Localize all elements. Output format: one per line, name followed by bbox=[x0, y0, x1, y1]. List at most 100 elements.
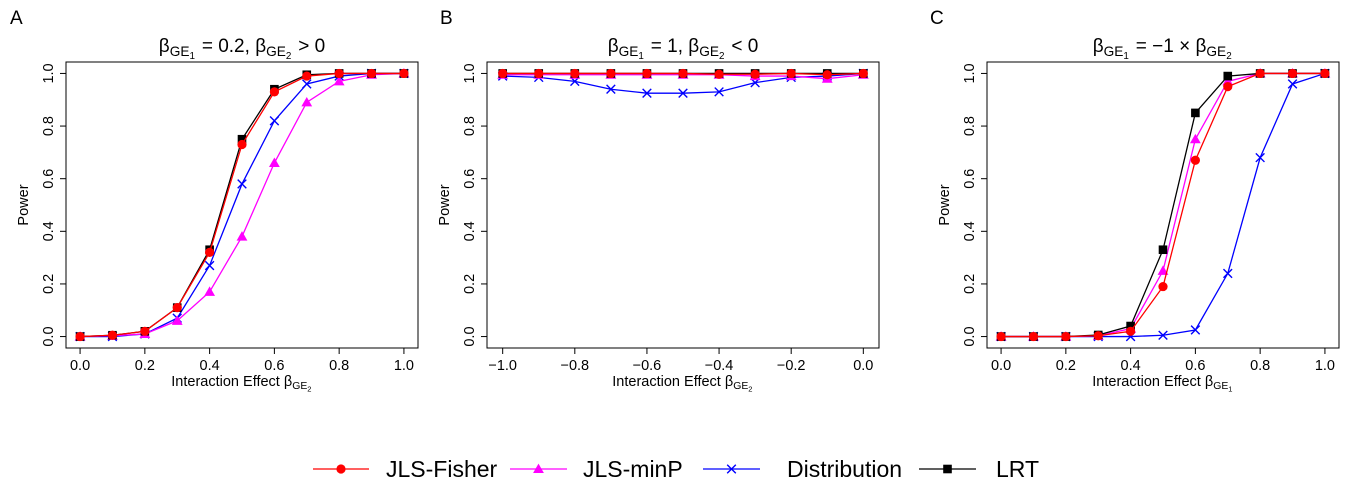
data-point bbox=[237, 134, 247, 144]
data-point bbox=[714, 69, 724, 79]
plot-frame bbox=[486, 61, 880, 349]
data-point bbox=[1190, 325, 1201, 335]
panel-label: C bbox=[930, 8, 944, 29]
data-point bbox=[1158, 281, 1168, 292]
x-tick-label: −1.0 bbox=[488, 358, 517, 374]
y-tick-label: 0.2 bbox=[962, 274, 978, 294]
legend-item-lrt: LRT bbox=[919, 456, 1039, 482]
y-tick-label: 0.4 bbox=[462, 221, 478, 241]
data-point bbox=[1158, 245, 1168, 255]
data-point bbox=[237, 179, 247, 189]
x-tick-label: −0.2 bbox=[777, 358, 806, 374]
data-point bbox=[714, 87, 724, 97]
legend-label: LRT bbox=[996, 456, 1039, 482]
legend-label: JLS-Fisher bbox=[386, 456, 498, 482]
legend-label: JLS-minP bbox=[583, 456, 683, 482]
panel-label: B bbox=[440, 8, 453, 29]
data-point bbox=[236, 231, 248, 241]
data-point bbox=[1223, 71, 1233, 81]
data-point bbox=[996, 331, 1006, 342]
y-tick-label: 0.6 bbox=[41, 169, 57, 189]
data-point bbox=[205, 247, 215, 257]
x-axis-label: Interaction Effect βGE2 bbox=[612, 374, 753, 393]
x-tick-label: −0.6 bbox=[633, 358, 662, 374]
data-point bbox=[1190, 155, 1200, 165]
data-point bbox=[268, 157, 280, 167]
data-point bbox=[107, 330, 118, 340]
y-tick-label: 0.8 bbox=[41, 116, 57, 136]
data-point bbox=[1287, 79, 1298, 89]
series-line bbox=[80, 72, 404, 338]
y-tick-label: 0.4 bbox=[41, 221, 57, 241]
x-tick-label: −0.8 bbox=[560, 358, 589, 374]
series-line bbox=[1001, 72, 1325, 338]
series-line bbox=[1001, 72, 1325, 338]
y-tick-label: 1.0 bbox=[462, 63, 478, 83]
series-distribution bbox=[996, 68, 1330, 342]
legend-label: Distribution bbox=[787, 456, 902, 482]
x-axis-label: Interaction Effect βGE1 bbox=[1092, 374, 1233, 393]
x-tick-label: 0.8 bbox=[1250, 358, 1270, 374]
data-point bbox=[204, 286, 216, 296]
data-point bbox=[75, 331, 85, 342]
data-point bbox=[1126, 321, 1135, 331]
series-jls-minp bbox=[74, 68, 410, 341]
data-point bbox=[301, 79, 312, 89]
data-point bbox=[1320, 68, 1330, 79]
data-point bbox=[786, 68, 796, 79]
data-point bbox=[858, 68, 868, 79]
y-axis-label: Power bbox=[16, 184, 32, 225]
y-tick-label: 0.0 bbox=[41, 326, 57, 346]
y-tick-label: 0.2 bbox=[41, 274, 57, 294]
data-point bbox=[750, 69, 760, 79]
data-point bbox=[1157, 265, 1169, 275]
x-tick-label: 0.0 bbox=[991, 358, 1011, 374]
x-tick-label: 0.4 bbox=[200, 358, 220, 374]
series-distribution bbox=[75, 68, 409, 342]
data-point bbox=[302, 71, 312, 81]
x-tick-label: 0.8 bbox=[329, 358, 349, 374]
series-line bbox=[80, 72, 404, 338]
x-axis-label: Interaction Effect βGE2 bbox=[171, 374, 312, 393]
data-point bbox=[269, 116, 280, 126]
data-point bbox=[399, 68, 409, 79]
data-point bbox=[333, 75, 345, 86]
data-point bbox=[301, 96, 313, 107]
plot-frame bbox=[986, 61, 1340, 349]
data-point bbox=[366, 68, 377, 79]
y-axis-label: Power bbox=[437, 184, 453, 225]
legend-marker bbox=[336, 464, 346, 474]
y-tick-label: 0.4 bbox=[962, 221, 978, 241]
chart-title: βGE1 = −1 × βGE2 bbox=[1093, 36, 1234, 62]
panel-label: A bbox=[10, 8, 23, 29]
series-line bbox=[80, 72, 404, 338]
series-line bbox=[80, 72, 404, 338]
legend-marker bbox=[726, 464, 737, 474]
legend-item-jls-fisher: JLS-Fisher bbox=[313, 456, 498, 482]
data-point bbox=[822, 70, 832, 80]
y-tick-label: 1.0 bbox=[962, 63, 978, 83]
x-tick-label: 1.0 bbox=[1315, 358, 1335, 374]
y-axis-label: Power bbox=[937, 184, 953, 225]
data-point bbox=[334, 68, 344, 79]
series-line bbox=[1001, 72, 1325, 338]
x-tick-label: 0.6 bbox=[264, 358, 284, 374]
data-point bbox=[1255, 68, 1265, 79]
data-point bbox=[678, 88, 688, 98]
series-jls-minp bbox=[995, 68, 1331, 341]
data-point bbox=[642, 68, 652, 79]
y-tick-label: 1.0 bbox=[41, 63, 57, 83]
legend: JLS-Fisher JLS-minP Distribution LRT bbox=[313, 456, 1039, 482]
data-point bbox=[1028, 331, 1039, 342]
x-tick-label: 0.0 bbox=[70, 358, 90, 374]
y-tick-label: 0.8 bbox=[462, 116, 478, 136]
data-point bbox=[570, 68, 580, 79]
x-tick-label: 0.0 bbox=[853, 358, 873, 374]
x-tick-label: 0.2 bbox=[135, 358, 155, 374]
data-point bbox=[606, 84, 616, 95]
series-line bbox=[1001, 72, 1326, 338]
